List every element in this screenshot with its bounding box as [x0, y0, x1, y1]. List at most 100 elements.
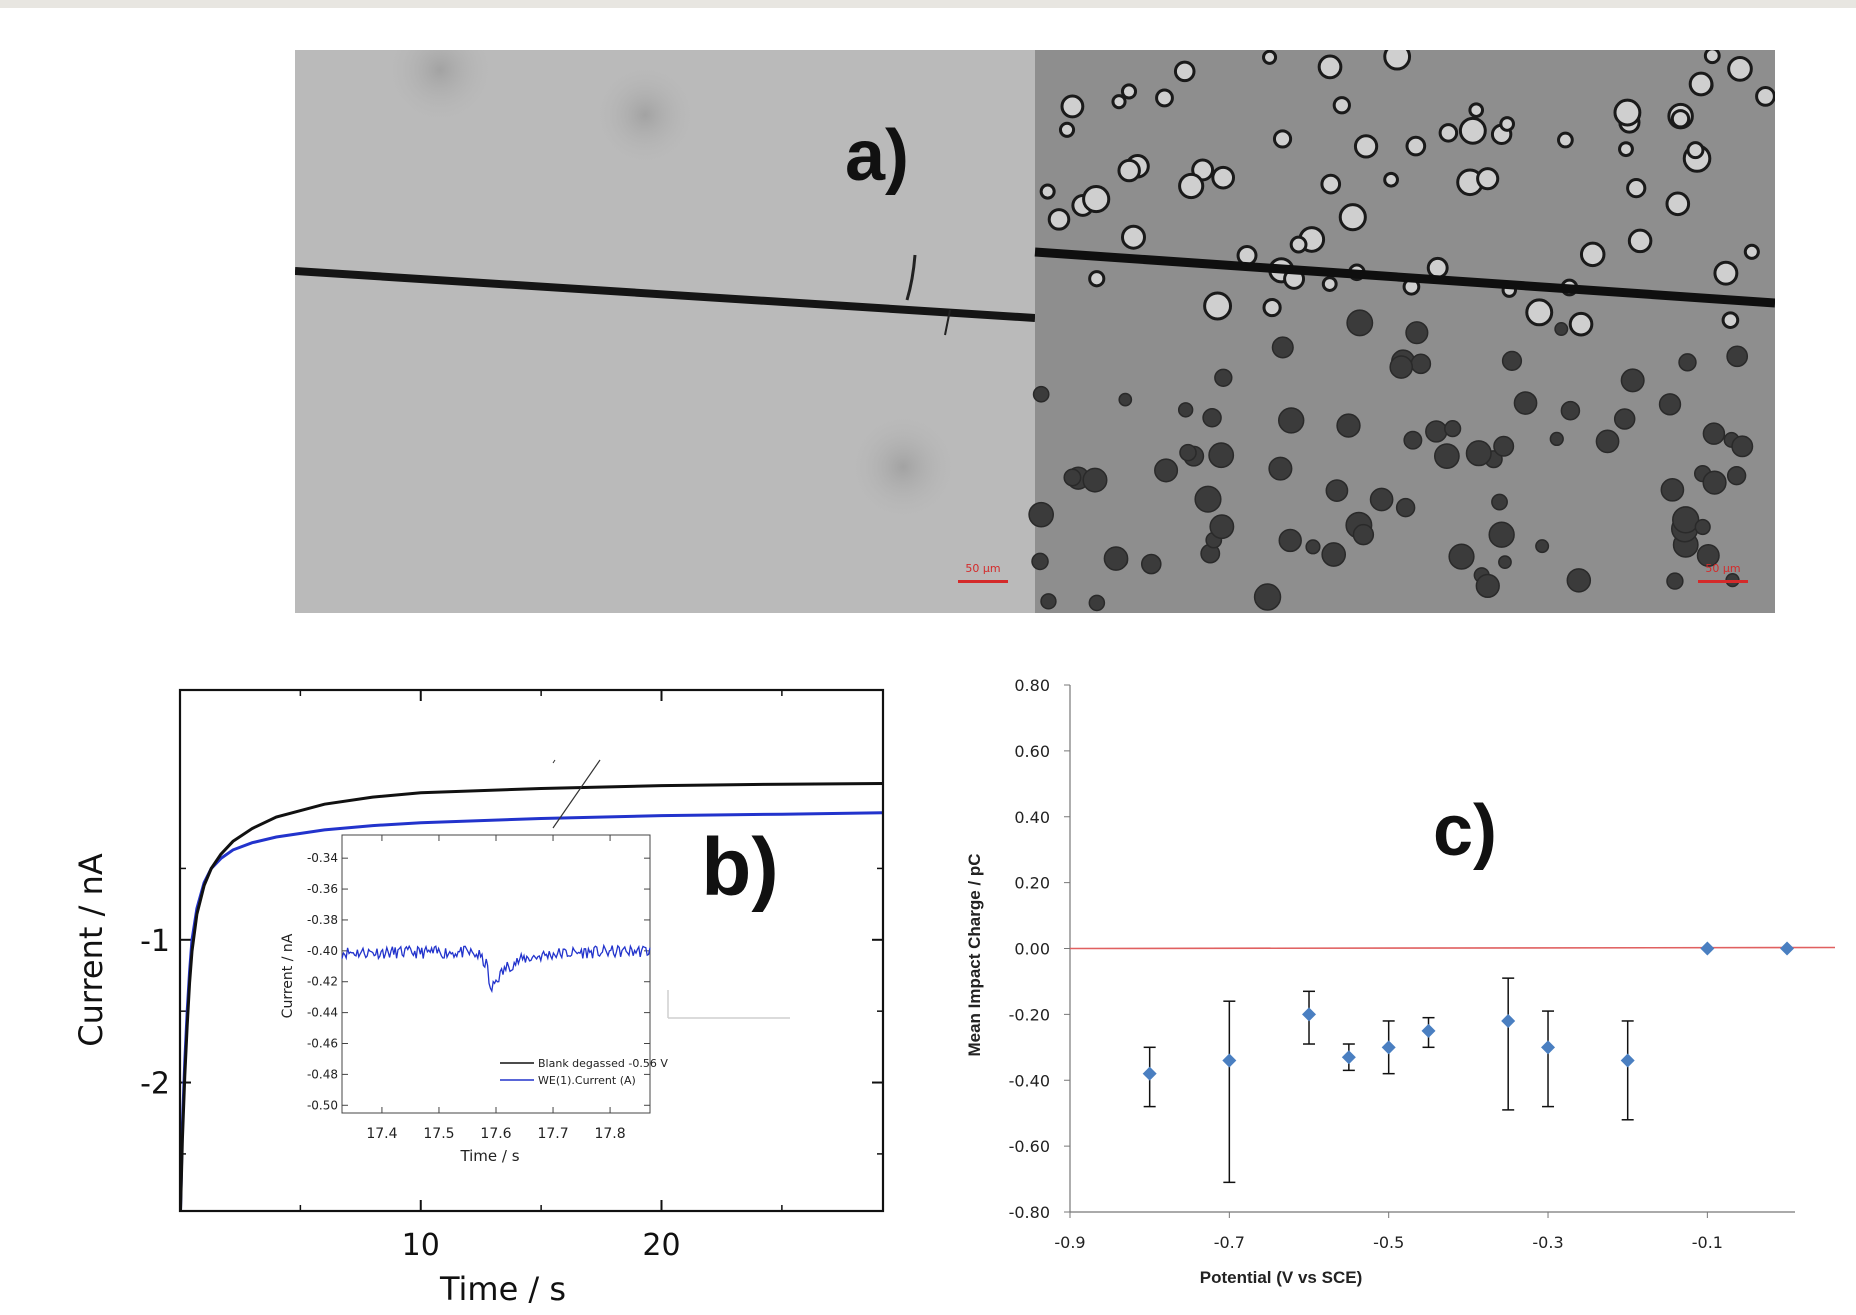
panel-label-a: a): [845, 116, 909, 196]
particle: [1262, 297, 1282, 318]
particle: [1211, 165, 1236, 190]
x-tick-label-b: 10: [402, 1228, 440, 1263]
data-point-marker: [1302, 1007, 1317, 1022]
particle: [1438, 123, 1459, 143]
inset-pointer-line: [552, 759, 601, 829]
particle: [1613, 408, 1636, 430]
inset-y-tick-label: -0.36: [307, 882, 338, 896]
x-tick-label-b: 20: [642, 1228, 680, 1263]
particle: [1383, 50, 1412, 71]
particle: [1405, 135, 1427, 157]
particle: [1120, 224, 1146, 250]
particle: [1383, 171, 1399, 188]
particle: [1513, 391, 1538, 415]
particle: [1613, 98, 1642, 127]
y-tick-label-c: -0.60: [1009, 1137, 1050, 1156]
particle: [1369, 487, 1394, 512]
particle: [1672, 506, 1700, 534]
particle: [1177, 402, 1194, 418]
inset-legend: Blank degassed -0.56 V WE(1).Current (A): [500, 1057, 668, 1087]
particle: [1179, 443, 1197, 462]
inset-pointer: [552, 759, 556, 764]
particle: [1082, 467, 1108, 493]
particle: [1696, 543, 1720, 568]
particle: [1726, 465, 1747, 486]
particle: [1338, 203, 1367, 232]
particle: [1579, 241, 1606, 268]
particle: [1120, 83, 1138, 100]
scale-bar-right: 50 µm: [1698, 562, 1748, 583]
particle: [1557, 131, 1574, 149]
particle: [1755, 85, 1775, 107]
particle: [1031, 552, 1049, 571]
data-point-marker: [1341, 1050, 1356, 1065]
particle: [1702, 470, 1727, 495]
particle: [1272, 129, 1293, 149]
particle: [1178, 172, 1205, 200]
x-tick-label-c: -0.5: [1373, 1233, 1404, 1252]
particle: [1410, 353, 1432, 375]
particle: [1458, 116, 1487, 145]
particle: [1208, 442, 1235, 469]
particle: [1289, 235, 1308, 254]
particle: [1703, 50, 1721, 65]
particle: [1262, 50, 1278, 65]
particle: [1039, 183, 1056, 200]
svg-text:50 µm: 50 µm: [965, 562, 1000, 575]
inset-y-tick-label: -0.48: [307, 1067, 338, 1081]
micrograph-panel: 50 µm 50 µm a): [295, 50, 1775, 613]
particle: [1103, 546, 1129, 571]
particle: [1498, 555, 1512, 570]
micrograph-right: [1035, 50, 1775, 613]
y-tick-label-c: -0.40: [1009, 1071, 1050, 1090]
particle: [1468, 102, 1485, 118]
electrode-wire-left: [295, 267, 1036, 322]
chart-b: 10 20-1-2 Current / nA Time / s 17.4 17.5 1…: [72, 688, 885, 1308]
inset-y-tick-label: -0.46: [307, 1037, 338, 1051]
inset-y-tick-label: -0.50: [307, 1098, 338, 1112]
particle: [1499, 116, 1516, 132]
particle: [1620, 368, 1645, 393]
particle: [1040, 593, 1057, 610]
particle: [1063, 468, 1082, 487]
particle: [1491, 493, 1508, 511]
particle: [1702, 422, 1726, 445]
y-tick-label-c: 0.00: [1014, 940, 1050, 959]
particle: [1658, 393, 1682, 416]
y-tick-label-c: 0.40: [1014, 808, 1050, 827]
inset-y-tick-label: -0.38: [307, 913, 338, 927]
x-tick-label-c: -0.3: [1532, 1233, 1563, 1252]
particle: [1321, 276, 1338, 292]
particle: [1433, 443, 1460, 469]
data-point-marker: [1222, 1053, 1237, 1068]
particle: [1686, 141, 1705, 160]
y-tick-label-b: -1: [140, 924, 170, 959]
particle: [1488, 521, 1515, 548]
particle: [1214, 368, 1233, 387]
particle: [1352, 523, 1375, 546]
inset-chart: 17.4 17.5 17.6 17.7 17.8 -0.34 -0.36 -0.38 -0.40…: [280, 834, 668, 1165]
particle: [1209, 514, 1235, 540]
particle: [1713, 260, 1739, 286]
particle: [1688, 71, 1714, 97]
data-point-marker: [1541, 1040, 1556, 1055]
inset-y-tick-label: -0.44: [307, 1006, 338, 1020]
particle: [1082, 184, 1111, 214]
inset-y-axis-label: Current / nA: [280, 933, 296, 1018]
particle: [1305, 539, 1321, 555]
particle: [1666, 572, 1684, 590]
particle: [1670, 109, 1691, 129]
inset-y-tick-label: -0.40: [307, 944, 338, 958]
particle: [1568, 311, 1594, 337]
data-point-marker: [1142, 1066, 1157, 1081]
particle: [1501, 350, 1523, 371]
inset-x-tick-label: 17.7: [537, 1126, 568, 1142]
particle: [1465, 440, 1492, 467]
y-tick-label-c: -0.80: [1009, 1203, 1050, 1222]
inset-background: [341, 834, 651, 1114]
particle: [1448, 543, 1475, 570]
particle: [1618, 141, 1634, 158]
chart-c: 0.80 0.60 0.40 0.20 0.00 -0.20 -0.40 -0.60 -0.80…: [965, 676, 1836, 1287]
particle: [1346, 309, 1374, 337]
particle: [1118, 392, 1133, 407]
